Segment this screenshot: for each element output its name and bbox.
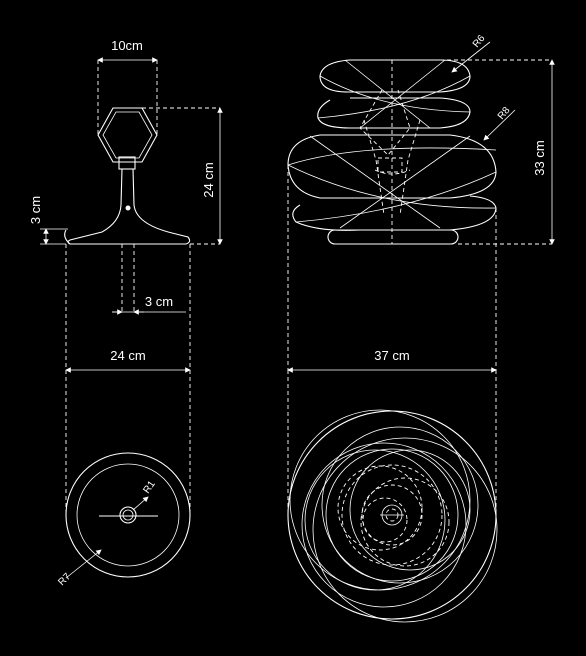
large-lamp-side-view	[287, 59, 552, 370]
large-lamp-top-view	[287, 370, 498, 623]
dim-shade-diameter: 37 cm	[287, 348, 497, 373]
label-base-height: 3 cm	[28, 196, 43, 224]
dim-base-diameter: 24 cm	[65, 348, 191, 373]
dim-top-width: 10cm	[97, 38, 158, 63]
small-lamp-side-view	[40, 60, 220, 370]
dim-stem-width: 3 cm	[112, 294, 186, 315]
label-top-width: 10cm	[111, 38, 143, 53]
label-total-height: 24 cm	[201, 162, 216, 197]
dim-shade-height: 33 cm	[532, 59, 555, 245]
label-shade-diameter: 37 cm	[374, 348, 409, 363]
label-shade-height: 33 cm	[532, 140, 547, 175]
label-radius-hub: R1	[141, 479, 158, 496]
label-stem-width: 3 cm	[145, 294, 173, 309]
label-radius-upper: R6	[471, 33, 488, 50]
label-base-diameter: 24 cm	[110, 348, 145, 363]
dim-total-height: 24 cm	[201, 107, 223, 245]
large-lamp-radius-labels: R6 R8	[451, 33, 516, 141]
dim-base-height: 3 cm	[28, 196, 49, 245]
small-lamp-top-view: R1 R7	[56, 370, 191, 588]
label-radius-lower: R8	[496, 105, 513, 122]
label-radius-base: R7	[56, 571, 73, 588]
